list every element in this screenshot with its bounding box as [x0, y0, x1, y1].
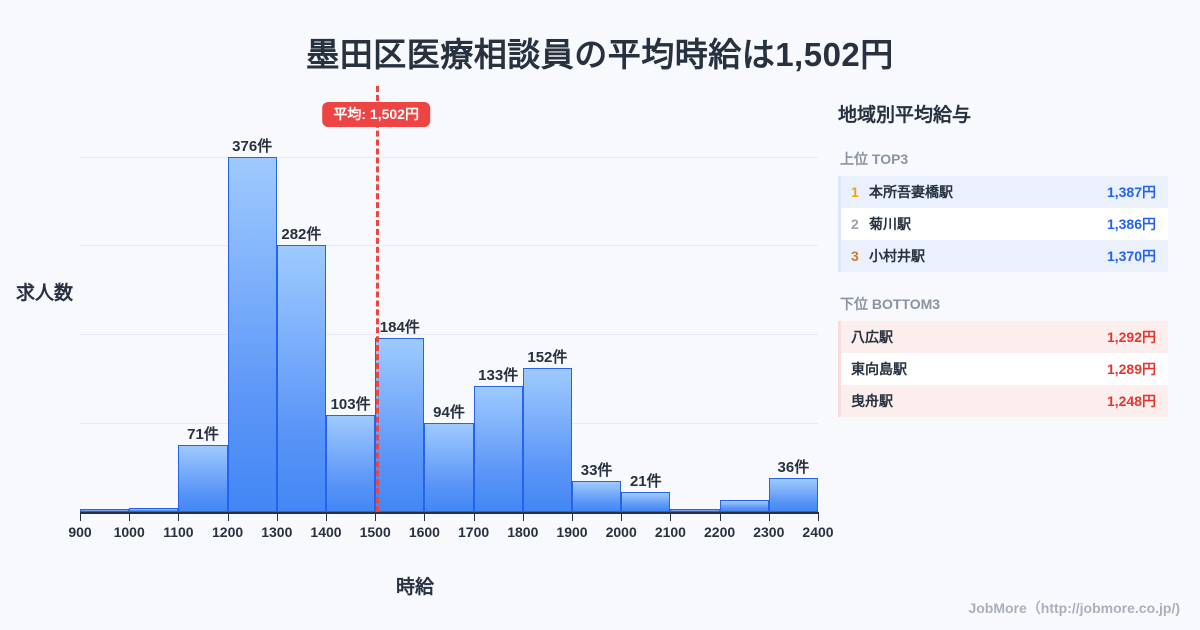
- bottom3-list: 八広駅 1,292円東向島駅 1,289円曳舟駅 1,248円: [838, 321, 1168, 417]
- bar-value-label: 36件: [777, 458, 810, 476]
- histogram-bar[interactable]: [227, 156, 277, 512]
- x-axis-tick: [621, 512, 623, 521]
- rank-row[interactable]: 東向島駅 1,289円: [841, 353, 1168, 385]
- x-axis-tick: [276, 512, 278, 521]
- x-axis-tick: [473, 512, 475, 521]
- x-axis-tick-label: 1700: [458, 524, 490, 540]
- histogram-bar[interactable]: [375, 338, 425, 512]
- y-axis-label: 求人数: [16, 283, 74, 304]
- x-axis-tick: [178, 512, 180, 521]
- x-axis-tick: [129, 512, 131, 521]
- station-wage-value: 1,387円: [1106, 184, 1156, 200]
- bar-value-label: 94件: [433, 404, 465, 422]
- station-name: 東向島駅: [851, 361, 907, 377]
- histogram-bar[interactable]: [178, 444, 228, 512]
- x-axis-tick: [768, 512, 770, 521]
- bar-value-label: 282件: [281, 226, 322, 244]
- bar-value-label: 33件: [580, 461, 613, 479]
- rank-row[interactable]: 1 本所吾妻橋駅 1,387円: [841, 176, 1168, 208]
- histogram-bar[interactable]: [719, 499, 769, 512]
- x-axis-tick-label: 1000: [113, 524, 145, 540]
- average-badge: 平均: 1,502円: [322, 102, 430, 127]
- histogram-bar[interactable]: [522, 368, 572, 512]
- rank-row[interactable]: 2 菊川駅 1,386円: [841, 208, 1168, 240]
- rank-row[interactable]: 3 小村井駅 1,370円: [841, 240, 1168, 272]
- x-axis-tick: [424, 512, 426, 521]
- x-axis-tick-label: 1500: [359, 524, 391, 540]
- bar-value-label: 184件: [379, 319, 420, 337]
- chart-panel: 墨田区医療相談員の平均時給は1,502円 求人数 71件 376件 282件 103件…: [16, 36, 893, 598]
- bar-value-label: 21件: [629, 473, 662, 491]
- bar-value-label: 133件: [478, 367, 519, 385]
- x-axis-tick-label: 2000: [605, 524, 637, 540]
- x-axis-tick: [80, 512, 81, 521]
- histogram-bar[interactable]: [80, 509, 130, 512]
- rank-row[interactable]: 八広駅 1,292円: [841, 321, 1168, 353]
- station-name: 菊川駅: [869, 216, 911, 232]
- x-axis-line: [80, 512, 818, 514]
- station-wage-value: 1,289円: [1106, 361, 1156, 377]
- histogram-bar[interactable]: [326, 414, 376, 512]
- x-axis-tick-label: 1900: [556, 524, 588, 540]
- top3-heading: 上位 TOP3: [840, 151, 909, 167]
- x-axis-tick-label: 1400: [310, 524, 342, 540]
- gridline: [80, 334, 818, 336]
- station-name: 本所吾妻橋駅: [869, 184, 953, 200]
- histogram-bar[interactable]: [424, 423, 474, 512]
- x-axis-tick: [572, 512, 573, 521]
- x-axis-tick-label: 1600: [408, 524, 440, 540]
- station-name: 曳舟駅: [851, 393, 893, 409]
- histogram-bar[interactable]: [129, 508, 179, 512]
- average-line: [376, 86, 380, 512]
- histogram-bar[interactable]: [473, 386, 523, 512]
- regional-salary-sidebar: 地域別平均給与 上位 TOP3 1 本所吾妻橋駅 1,387円 2 菊川駅 1,386円 3…: [838, 100, 1168, 439]
- bar-value-label: 103件: [330, 395, 371, 413]
- rank-number: 1: [851, 184, 859, 200]
- bar-value-label: 376件: [232, 137, 273, 155]
- sidebar-title: 地域別平均給与: [838, 105, 972, 126]
- x-axis-tick: [818, 512, 819, 521]
- gridline: [80, 156, 818, 158]
- histogram-bar[interactable]: [768, 477, 818, 512]
- x-axis-tick: [719, 512, 721, 521]
- x-axis-tick-label: 1300: [261, 524, 293, 540]
- top3-list: 1 本所吾妻橋駅 1,387円 2 菊川駅 1,386円 3 小村井駅 1,370円: [838, 176, 1168, 272]
- station-wage-value: 1,386円: [1106, 216, 1156, 232]
- histogram-bar[interactable]: [621, 492, 671, 512]
- x-axis-label: 時給: [395, 577, 434, 598]
- x-axis-tick-label: 1800: [507, 524, 539, 540]
- footer-credit: JobMore（http://jobmore.co.jp/): [968, 600, 1180, 616]
- histogram-bar[interactable]: [670, 509, 720, 512]
- x-axis-tick-label: 2200: [704, 524, 736, 540]
- station-wage-value: 1,370円: [1106, 248, 1156, 264]
- x-axis-tick: [227, 512, 229, 521]
- x-axis-tick: [522, 512, 524, 521]
- rank-row[interactable]: 曳舟駅 1,248円: [841, 385, 1168, 417]
- histogram-plot: 71件 376件 282件 103件 184件 94件 133件 152件 33件 21件 36件 …: [68, 86, 834, 540]
- page-title: 墨田区医療相談員の平均時給は1,502円: [306, 36, 894, 73]
- bar-value-label: 71件: [187, 425, 219, 443]
- x-axis-tick-label: 1200: [212, 524, 244, 540]
- histogram-bar[interactable]: [572, 480, 622, 512]
- rank-number: 2: [851, 216, 859, 232]
- station-wage-value: 1,292円: [1106, 329, 1156, 345]
- x-axis-tick-label: 2400: [802, 524, 834, 540]
- gridline: [80, 245, 818, 247]
- bottom3-heading: 下位 BOTTOM3: [840, 296, 941, 312]
- x-axis-tick: [326, 512, 327, 521]
- station-name: 小村井駅: [869, 248, 925, 264]
- x-axis-tick-label: 2300: [753, 524, 785, 540]
- rank-number: 3: [851, 248, 859, 264]
- station-name: 八広駅: [851, 329, 893, 345]
- x-axis-tick-label: 900: [68, 524, 92, 540]
- x-axis-tick-label: 1100: [163, 524, 194, 540]
- bar-value-label: 152件: [527, 349, 568, 367]
- histogram-bar[interactable]: [276, 245, 326, 512]
- x-axis-tick-label: 2100: [654, 524, 686, 540]
- station-wage-value: 1,248円: [1106, 393, 1156, 409]
- x-axis-tick: [375, 512, 377, 521]
- x-axis-tick: [670, 512, 672, 521]
